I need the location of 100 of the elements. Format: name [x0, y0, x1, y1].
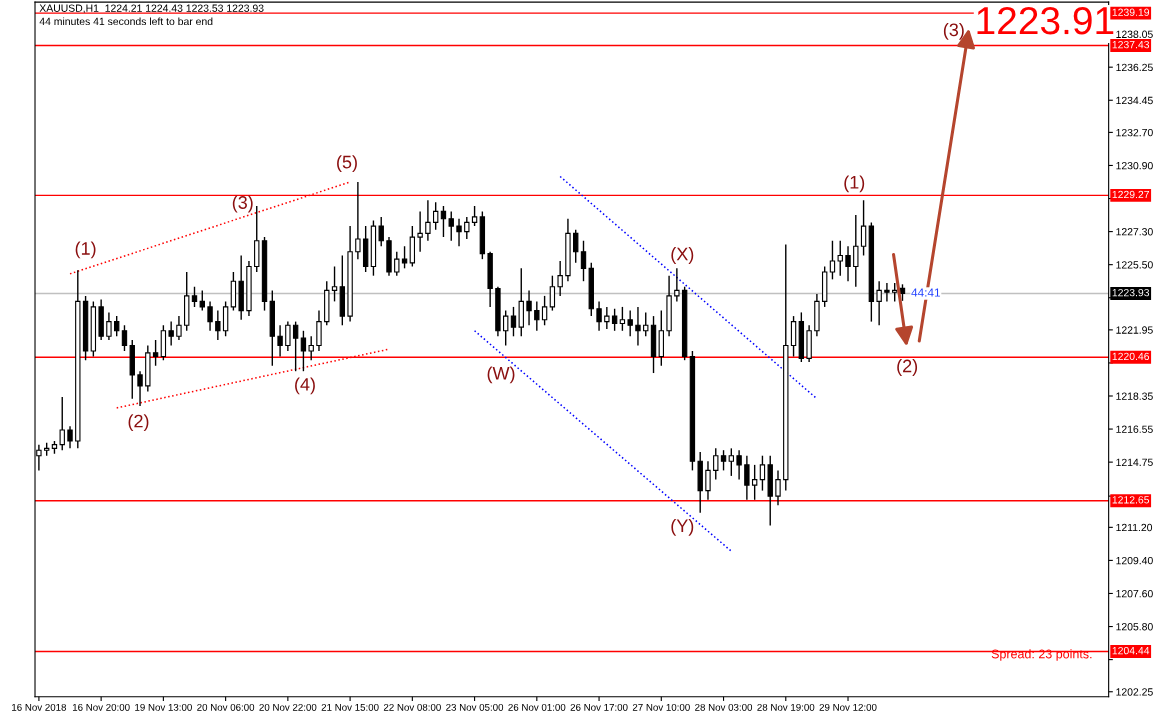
candlestick	[168, 320, 174, 347]
candlestick	[829, 240, 836, 281]
candlestick	[619, 306, 626, 332]
candlestick	[207, 300, 213, 332]
y-tick-label: 1202.25	[1116, 688, 1153, 696]
x-tick-label: 16 Nov 2018	[12, 703, 67, 711]
x-tick-label: 23 Nov 05:00	[446, 703, 504, 711]
x-tick-label: 27 Nov 10:00	[632, 703, 690, 711]
y-tick-label: 1207.60	[1116, 589, 1153, 598]
candlestick	[790, 315, 797, 358]
candlestick	[611, 308, 618, 332]
candlestick	[744, 455, 750, 501]
x-tick-label: 20 Nov 06:00	[197, 703, 255, 711]
ref-line-label: 1239.19	[1112, 8, 1150, 16]
annotation: 44:41	[911, 288, 941, 297]
x-tick-label: 26 Nov 17:00	[570, 703, 628, 711]
candlestick	[471, 205, 478, 227]
candlestick	[845, 245, 851, 282]
candlestick	[534, 300, 540, 332]
candlestick	[892, 282, 898, 303]
y-tick-label: 1232.70	[1116, 128, 1153, 137]
candlestick	[884, 282, 890, 303]
candlestick	[222, 300, 229, 337]
x-tick-label: 20 Nov 22:00	[259, 703, 317, 711]
y-tick-label: 1227.30	[1116, 228, 1153, 236]
y-tick-label: 1209.40	[1116, 556, 1153, 565]
x-tick-label: 19 Nov 13:00	[135, 703, 192, 711]
candlestick	[277, 324, 283, 358]
candlestick	[643, 311, 649, 337]
candlestick	[573, 229, 579, 264]
candlestick	[510, 306, 517, 337]
candlestick	[549, 274, 556, 312]
x-tick-label: 22 Nov 08:00	[383, 703, 441, 711]
ref-line-label: 1229.27	[1112, 190, 1149, 199]
x-tick-label: 28 Nov 19:00	[757, 703, 815, 711]
candlestick	[355, 181, 361, 260]
annotation: (5)	[337, 155, 357, 173]
candlestick	[191, 286, 198, 308]
candlestick	[705, 460, 711, 501]
y-tick-label: 1221.95	[1116, 326, 1153, 334]
candlestick	[751, 464, 758, 501]
candlestick	[440, 205, 447, 238]
candlestick	[417, 210, 423, 253]
y-tick-label: 1225.50	[1116, 261, 1153, 269]
annotation: (1)	[844, 175, 865, 193]
y-tick-label: 1205.80	[1116, 623, 1153, 631]
y-tick-label: 1230.90	[1116, 161, 1153, 170]
candlestick	[199, 289, 205, 312]
x-tick-label: 16 Nov 20:00	[72, 703, 130, 711]
candlestick	[596, 300, 602, 332]
x-tick-label: 21 Nov 15:00	[321, 703, 379, 711]
ref-line-label: 1223.93	[1112, 288, 1150, 297]
candlestick	[59, 396, 65, 451]
annotation: (X)	[671, 247, 694, 264]
candlestick	[152, 339, 159, 367]
candlestick	[432, 201, 439, 231]
ref-line-label: 1220.46	[1112, 352, 1150, 361]
candlestick	[308, 335, 314, 361]
annotation: 1223.91	[977, 6, 1114, 35]
candlestick	[580, 240, 587, 282]
text: 44 minutes 41 seconds left to bar end	[39, 17, 213, 26]
candlestick	[635, 306, 641, 347]
candlestick	[627, 309, 633, 337]
candlestick	[837, 240, 843, 277]
y-tick-label: 1218.35	[1116, 392, 1153, 400]
candlestick	[860, 199, 867, 257]
candlestick	[853, 214, 859, 288]
candlestick	[728, 447, 735, 477]
candlestick	[541, 295, 548, 326]
candlestick	[316, 309, 322, 352]
y-tick-label: 1214.75	[1116, 458, 1153, 467]
ref-line-label: 1212.65	[1112, 496, 1150, 504]
candlestick	[713, 447, 719, 481]
ref-line-label: 1237.43	[1112, 40, 1150, 49]
candlestick	[775, 469, 781, 506]
candlestick	[215, 309, 221, 341]
annotation: (W)	[487, 366, 515, 384]
candlestick	[292, 320, 299, 372]
candlestick	[137, 370, 143, 407]
ref-line-label: 1204.44	[1112, 646, 1150, 655]
y-tick-label: 1238.05	[1116, 30, 1153, 38]
candlestick	[67, 425, 73, 450]
annotation: (Y)	[671, 518, 694, 536]
candlestick	[674, 267, 680, 303]
candlestick	[176, 315, 182, 341]
candlestick	[604, 306, 610, 330]
candlestick	[503, 309, 509, 347]
candlestick	[464, 216, 470, 240]
candlestick	[300, 330, 307, 372]
annotation: (4)	[295, 377, 315, 395]
candlestick	[456, 218, 462, 247]
candlestick	[114, 315, 120, 337]
annotation: (3)	[232, 195, 253, 213]
y-tick-label: 1216.55	[1116, 425, 1153, 433]
candlestick	[121, 324, 128, 352]
candlestick	[331, 265, 338, 303]
chart-title: XAUUSD,H1 1224.21 1224.43 1223.53 1223.93	[39, 4, 264, 14]
y-tick-label: 1234.45	[1116, 96, 1153, 105]
candlestick	[378, 216, 384, 247]
candlestick	[285, 320, 291, 352]
